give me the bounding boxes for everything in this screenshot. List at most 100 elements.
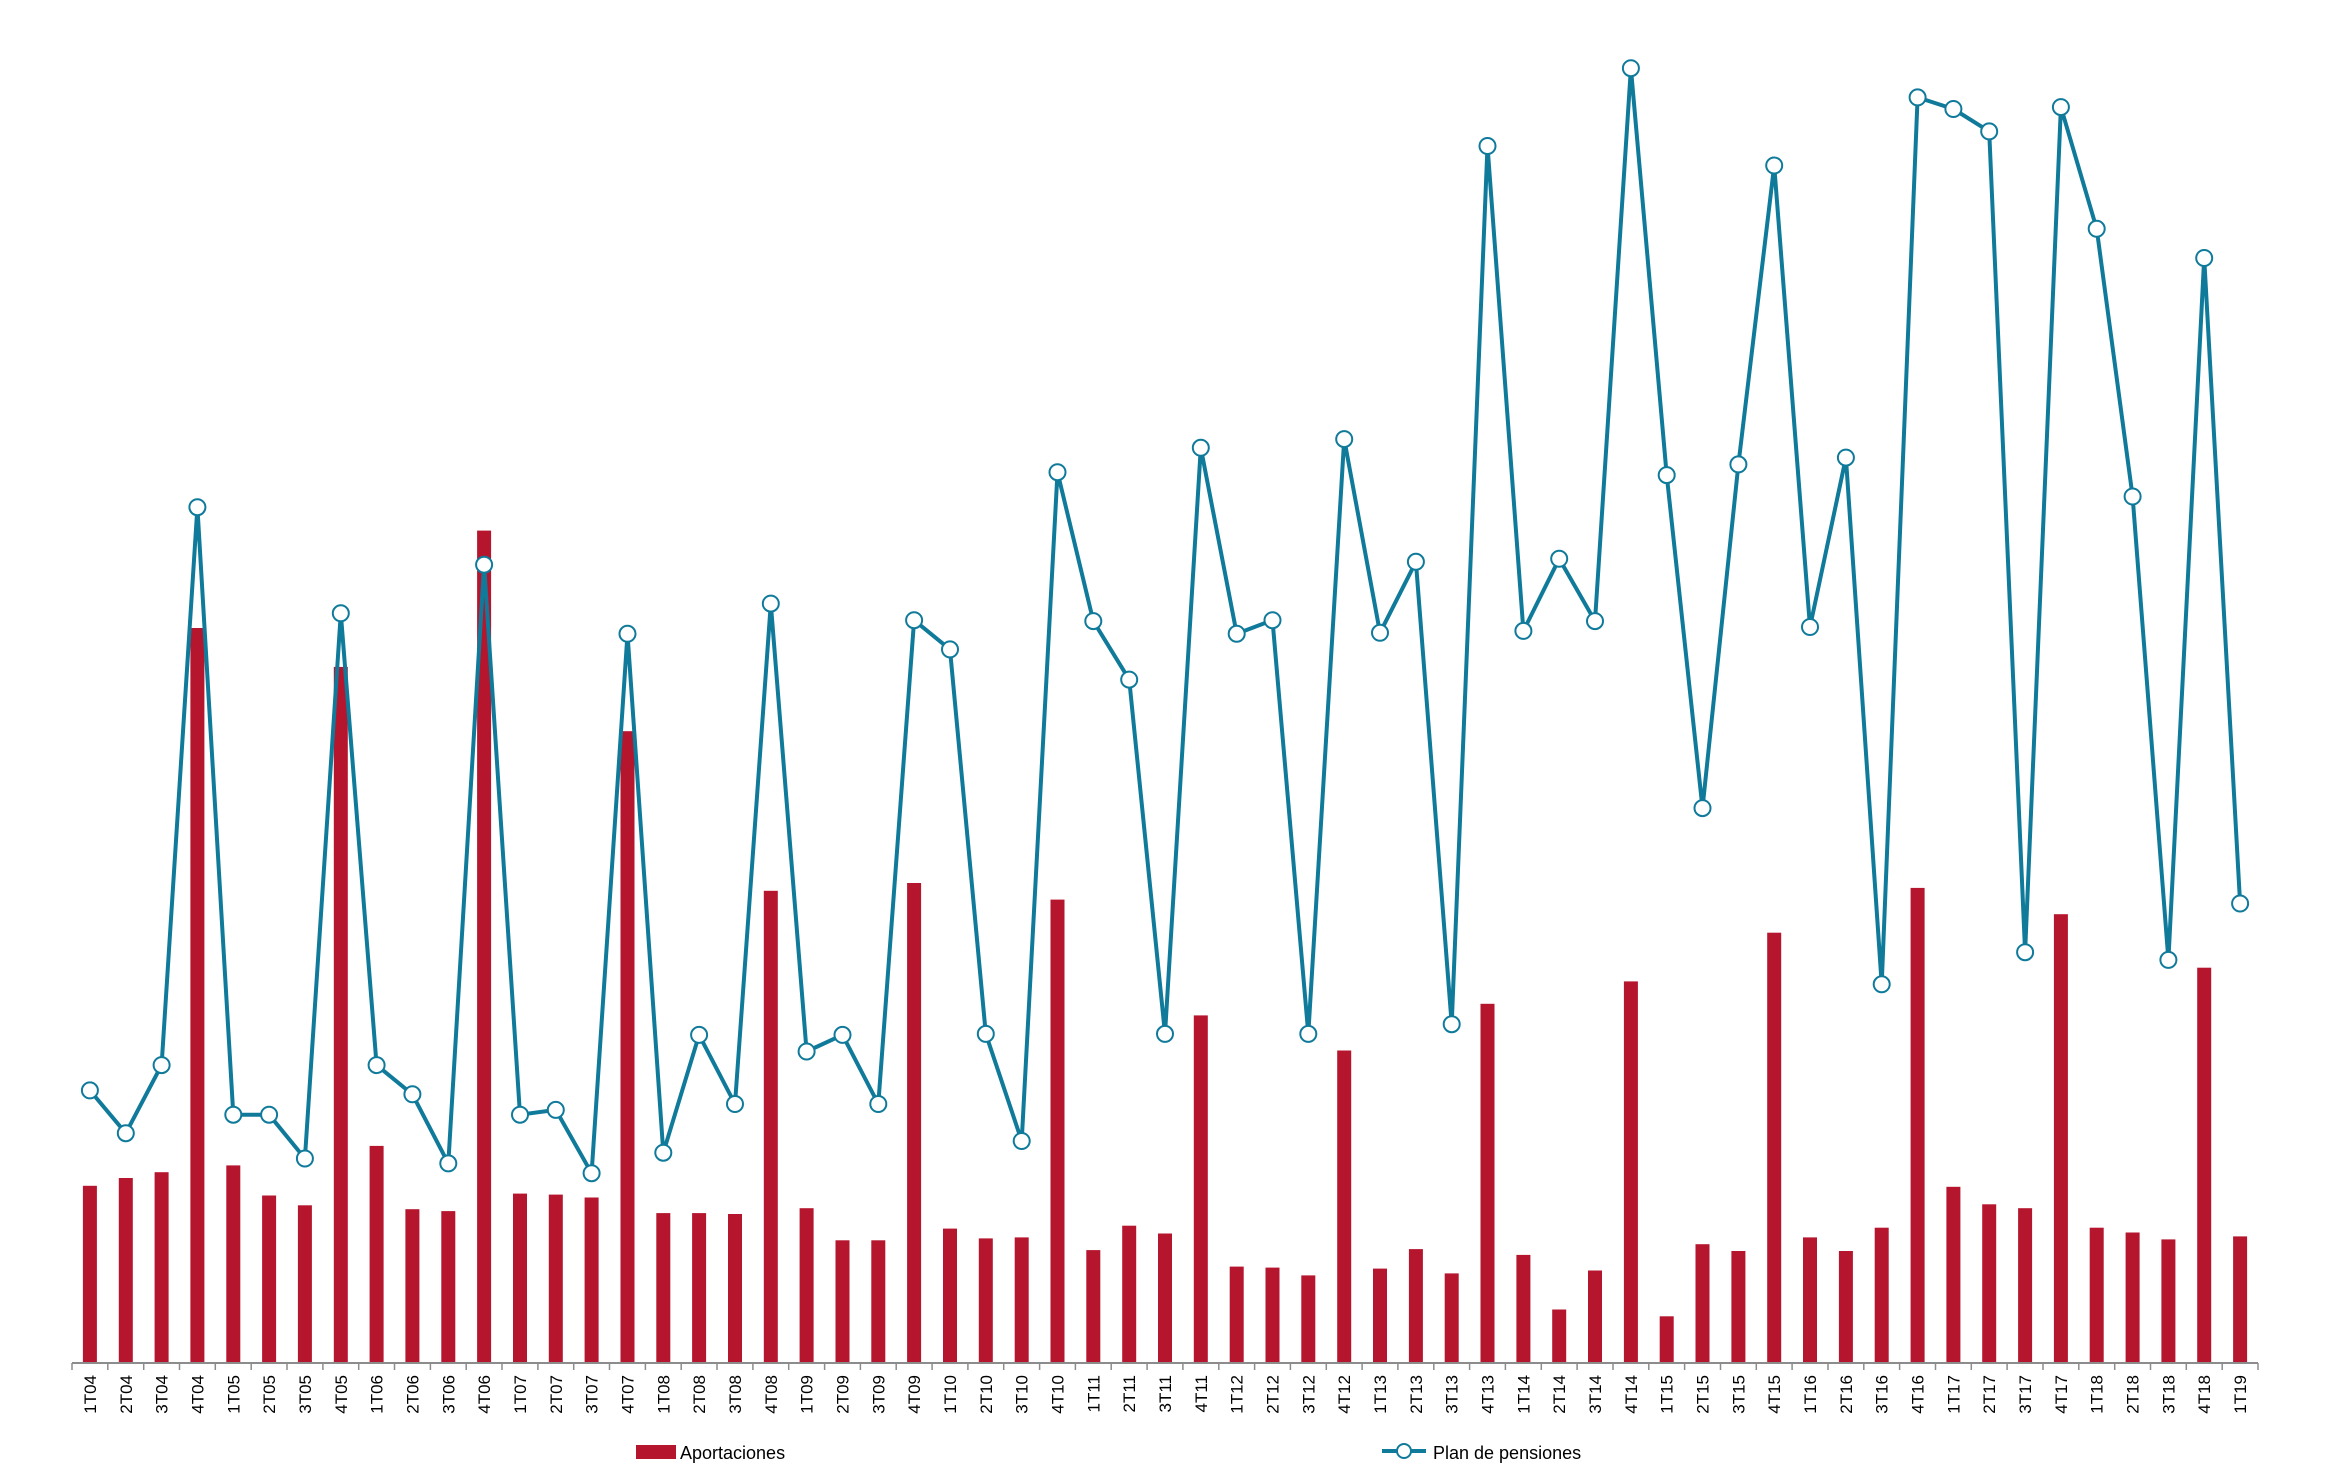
legend-label-aportaciones: Aportaciones	[680, 1443, 785, 1463]
bar-4t06	[477, 530, 492, 1363]
x-tick-label: 3T09	[869, 1375, 888, 1414]
line-point-3t06	[439, 1154, 458, 1173]
x-tick-label: 4T10	[1049, 1375, 1068, 1414]
line-series-plan-de-pensiones	[80, 59, 2250, 1183]
bar-2t06	[405, 1209, 420, 1363]
line-point-2t07	[546, 1100, 565, 1119]
line-point-1t15	[1657, 466, 1676, 485]
line-point-2t05	[260, 1105, 279, 1124]
bar-1t18	[2089, 1227, 2104, 1363]
bar-1t09	[799, 1208, 814, 1363]
bar-4t05	[333, 666, 348, 1363]
bar-4t14	[1623, 981, 1638, 1363]
bar-1t11	[1086, 1250, 1101, 1363]
bar-2t12	[1265, 1267, 1280, 1363]
x-tick-label: 2T08	[690, 1375, 709, 1414]
x-tick-label: 1T10	[941, 1375, 960, 1414]
x-tick-label: 4T07	[619, 1375, 638, 1414]
bar-1t15	[1659, 1316, 1674, 1363]
line-point-1t10	[941, 640, 959, 659]
x-tick-label: 2T16	[1837, 1375, 1856, 1414]
line-point-1t14	[1514, 621, 1533, 640]
bar-4t10	[1050, 899, 1065, 1363]
legend-item-plan-de-pensiones: Plan de pensiones	[1382, 1443, 1581, 1463]
x-tick-label: 3T17	[2016, 1375, 2035, 1414]
line-point-2t06	[403, 1085, 422, 1104]
bar-1t06	[369, 1145, 384, 1363]
legend-marker-plan-de-pensiones	[1396, 1443, 1412, 1459]
x-tick-label: 2T05	[260, 1375, 279, 1414]
bar-3t10	[1014, 1237, 1029, 1363]
x-tick-label: 1T04	[81, 1375, 100, 1414]
line-point-2t15	[1693, 799, 1712, 818]
line-point-4t14	[1621, 59, 1640, 78]
line-point-3t05	[295, 1149, 314, 1168]
bar-2t05	[262, 1195, 277, 1363]
bar-1t12	[1229, 1266, 1244, 1363]
bar-1t04	[82, 1185, 97, 1363]
line-point-3t13	[1442, 1015, 1461, 1034]
bar-3t08	[728, 1214, 742, 1363]
x-axis-tick-labels: 1T04 2T04 3T04 4T04 1T05 2T05 3T05 4T05 1T06 2T06…	[81, 1375, 2250, 1414]
bar-2t09	[835, 1240, 850, 1363]
x-tick-label: 2T12	[1264, 1375, 1283, 1414]
line-point-1t17	[1944, 100, 1963, 118]
bar-3t17	[2018, 1208, 2033, 1363]
line-point-3t09	[869, 1095, 888, 1113]
x-tick-label: 3T11	[1156, 1375, 1175, 1413]
bar-3t13	[1444, 1273, 1459, 1363]
line-point-2t11	[1120, 670, 1139, 689]
line-point-2t12	[1263, 611, 1282, 630]
x-tick-label: 1T05	[224, 1375, 243, 1414]
bar-3t06	[441, 1211, 456, 1363]
bar-3t05	[297, 1205, 312, 1363]
x-tick-label: 1T12	[1228, 1375, 1247, 1414]
x-tick-label: 3T07	[583, 1375, 602, 1414]
x-tick-label: 4T14	[1622, 1375, 1641, 1414]
bar-2t10	[978, 1238, 993, 1363]
line-point-2t10	[976, 1024, 995, 1043]
bar-4t08	[763, 890, 778, 1363]
x-tick-label: 1T16	[1801, 1375, 1820, 1414]
x-tick-label: 2T11	[1120, 1375, 1139, 1413]
line-point-1t12	[1227, 624, 1246, 643]
x-tick-label: 3T14	[1586, 1375, 1605, 1414]
line-point-4t04	[188, 498, 207, 517]
line-point-3t17	[2016, 943, 2035, 962]
bar-series-aportaciones	[82, 530, 2248, 1363]
bar-3t04	[154, 1172, 169, 1363]
x-tick-label: 3T06	[439, 1375, 458, 1414]
x-tick-label: 3T08	[726, 1375, 745, 1414]
line-point-3t14	[1586, 612, 1604, 631]
bar-3t15	[1731, 1251, 1746, 1363]
bar-4t07	[620, 731, 635, 1363]
x-tick-label: 4T18	[2195, 1375, 2214, 1414]
x-tick-label: 4T16	[1909, 1375, 1928, 1414]
legend-item-aportaciones: Aportaciones	[636, 1443, 785, 1463]
x-tick-label: 4T15	[1765, 1375, 1784, 1414]
line-point-4t17	[2051, 98, 2070, 117]
x-tick-label: 2T07	[547, 1375, 566, 1414]
bar-2t11	[1122, 1225, 1137, 1363]
bar-2t07	[548, 1194, 563, 1363]
line-point-3t04	[152, 1056, 171, 1075]
x-tick-label: 3T18	[2159, 1375, 2178, 1414]
legend: Aportaciones Plan de pensiones	[636, 1443, 1581, 1463]
bar-2t17	[1982, 1204, 1997, 1363]
x-tick-label: 3T16	[1873, 1375, 1892, 1414]
bar-3t11	[1158, 1233, 1172, 1363]
x-tick-label: 4T11	[1192, 1375, 1211, 1413]
line-point-1t07	[511, 1105, 529, 1124]
line-point-1t11	[1084, 612, 1103, 631]
bar-1t16	[1803, 1237, 1817, 1363]
line-point-2t17	[1980, 122, 1999, 141]
x-tick-label: 2T13	[1407, 1375, 1426, 1414]
line-point-1t19	[2231, 894, 2250, 913]
bar-1t13	[1373, 1268, 1387, 1363]
bar-2t16	[1838, 1251, 1853, 1363]
x-tick-label: 3T15	[1729, 1375, 1748, 1414]
line-point-3t16	[1872, 975, 1891, 994]
bar-2t15	[1695, 1244, 1710, 1363]
x-tick-label: 1T18	[2088, 1375, 2107, 1414]
